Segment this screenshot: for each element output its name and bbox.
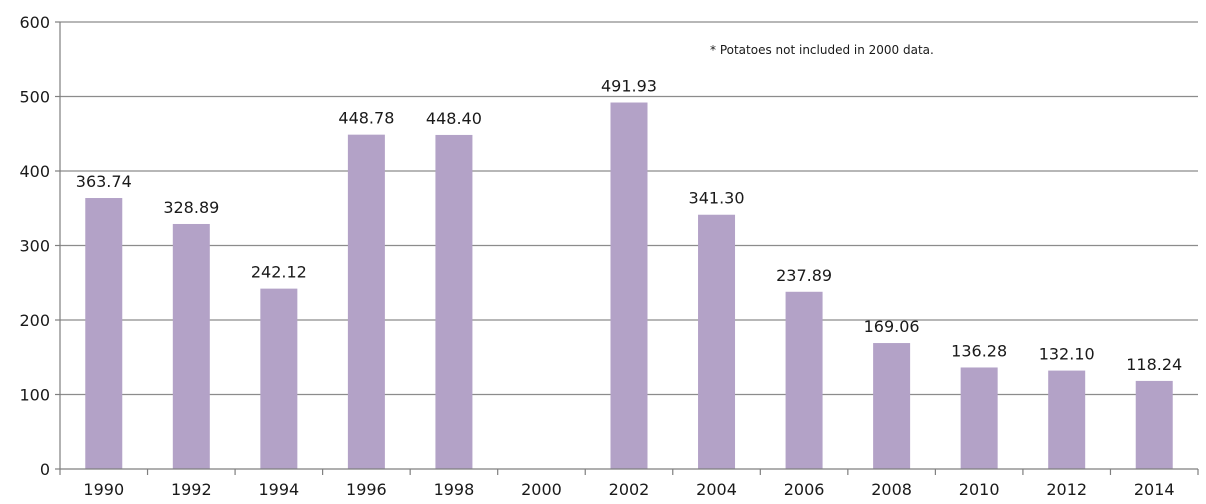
bar-2014: [1135, 380, 1173, 469]
y-tick-label: 300: [19, 237, 50, 256]
bar-1996: [347, 134, 385, 469]
data-label-2002: 491.93: [601, 77, 657, 96]
y-tick-label: 400: [19, 162, 50, 181]
x-tick-label: 1998: [434, 480, 475, 499]
data-label-2014: 118.24: [1126, 355, 1182, 374]
y-tick-label: 100: [19, 386, 50, 405]
bars: [85, 102, 1173, 470]
data-label-1996: 448.78: [338, 109, 394, 128]
x-tick-label: 1996: [346, 480, 387, 499]
x-tick-label: 2012: [1046, 480, 1087, 499]
bar-1994: [260, 288, 298, 469]
data-label-1990: 363.74: [76, 172, 132, 191]
x-tick-label: 2004: [696, 480, 737, 499]
bar-2008: [873, 343, 911, 469]
y-tick-label: 600: [19, 13, 50, 32]
x-tick-label: 2000: [521, 480, 562, 499]
data-label-2012: 132.10: [1039, 345, 1095, 364]
x-tick-label: 2002: [609, 480, 650, 499]
data-label-2010: 136.28: [951, 341, 1007, 360]
x-tick-label: 1990: [83, 480, 124, 499]
bar-2012: [1048, 370, 1086, 469]
x-tick-label: 1992: [171, 480, 212, 499]
x-tick-label: 1994: [258, 480, 299, 499]
chart-annotation: * Potatoes not included in 2000 data.: [710, 43, 934, 57]
bar-1992: [172, 223, 210, 469]
data-label-2006: 237.89: [776, 266, 832, 285]
x-tick-label: 2014: [1134, 480, 1175, 499]
bar-1998: [435, 134, 473, 469]
bar-2002: [610, 102, 648, 470]
bar-1990: [85, 198, 123, 469]
axes: 0 100 200 300 400 500 600 1990 1992 1994 1996 1998 2…: [19, 13, 1199, 499]
y-tick-label: 200: [19, 311, 50, 330]
data-label-1998: 448.40: [426, 109, 482, 128]
x-tick-label: 2008: [871, 480, 912, 499]
data-label-2004: 341.30: [689, 189, 745, 208]
data-labels: 363.74 328.89 242.12 448.78 448.40 491.93 341.…: [76, 77, 1182, 374]
x-tick-label: 2006: [784, 480, 825, 499]
bar-2006: [785, 291, 823, 469]
y-tick-label: 500: [19, 88, 50, 107]
data-label-1994: 242.12: [251, 263, 307, 282]
y-tick-label: 0: [40, 460, 50, 479]
bar-2004: [698, 214, 736, 469]
data-label-2008: 169.06: [864, 317, 920, 336]
data-label-1992: 328.89: [163, 198, 219, 217]
x-tick-label: 2010: [959, 480, 1000, 499]
bar-2010: [960, 367, 998, 469]
